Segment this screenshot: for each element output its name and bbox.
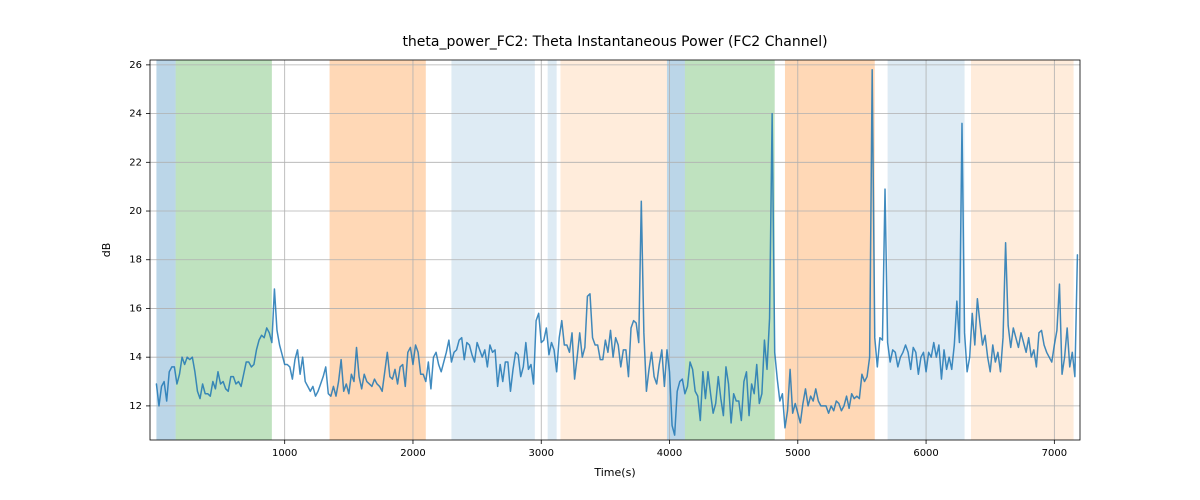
band-10	[971, 60, 1074, 440]
y-axis-label: dB	[100, 243, 113, 258]
band-0	[156, 60, 175, 440]
y-tick-label: 14	[129, 352, 142, 363]
x-tick-label: 4000	[657, 448, 682, 459]
y-tick-label: 24	[129, 109, 142, 120]
y-ticks: 12 14 16 18 20 22 24 26	[129, 60, 150, 412]
chart-container: 1000 2000 3000 4000 5000 6000 7000 12 14 16 18 20 22…	[0, 0, 1200, 500]
y-tick-label: 16	[129, 303, 142, 314]
band-7	[685, 60, 775, 440]
band-4	[548, 60, 557, 440]
x-ticks: 1000 2000 3000 4000 5000 6000 7000	[272, 440, 1067, 459]
x-tick-label: 5000	[785, 448, 810, 459]
x-tick-label: 2000	[400, 448, 425, 459]
x-tick-label: 3000	[529, 448, 554, 459]
x-tick-label: 7000	[1042, 448, 1067, 459]
band-2	[330, 60, 426, 440]
band-3	[451, 60, 534, 440]
chart-title: theta_power_FC2: Theta Instantaneous Pow…	[402, 34, 827, 50]
band-5	[560, 60, 666, 440]
y-tick-label: 12	[129, 401, 142, 412]
y-tick-label: 26	[129, 60, 142, 71]
y-tick-label: 22	[129, 157, 142, 168]
chart-svg: 1000 2000 3000 4000 5000 6000 7000 12 14 16 18 20 22…	[0, 0, 1200, 500]
x-tick-label: 6000	[913, 448, 938, 459]
x-axis-label: Time(s)	[593, 466, 635, 479]
x-tick-label: 1000	[272, 448, 297, 459]
y-tick-label: 20	[129, 206, 142, 217]
y-tick-label: 18	[129, 255, 142, 266]
